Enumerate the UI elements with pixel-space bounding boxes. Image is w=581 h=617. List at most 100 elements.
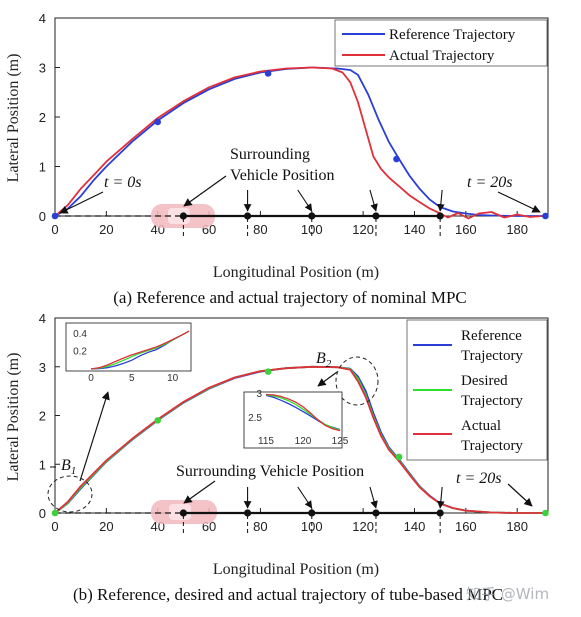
y-tick-label: 2: [39, 409, 46, 424]
inset-b2-content: 115 120 125 2.5 3: [248, 389, 349, 447]
y-tick-label: 4: [39, 11, 46, 26]
panel-b-b2-subscript: 2: [326, 358, 332, 370]
panel-b-y-axis-label: Lateral Position (m): [5, 353, 22, 482]
panel-b-legend-ref-label-1: Reference: [461, 328, 522, 344]
panel-a-t-start-label: t = 0s: [104, 174, 141, 191]
x-tick-label: 160: [455, 519, 477, 534]
x-tick-label: 160: [455, 222, 477, 237]
waypoint-marker: [264, 368, 272, 375]
y-tick-label: 0: [39, 209, 46, 224]
panel-b-b1-letter: B: [61, 457, 71, 474]
waypoint-marker: [264, 70, 272, 77]
x-tick-label: 0: [51, 222, 58, 237]
surrounding-vehicle-marker: [436, 509, 444, 517]
panel-a-legend: Reference Trajectory Actual Trajectory: [334, 19, 548, 67]
panel-a-caption: (a) Reference and actual trajectory of n…: [113, 288, 467, 307]
surrounding-vehicle-marker: [372, 212, 380, 220]
y-tick-label: 1: [39, 457, 46, 472]
panel-b-b1-subscript: 1: [71, 465, 77, 477]
panel-b-surrounding-arrow: [183, 480, 216, 504]
panel-a-surrounding-arrow: [183, 175, 227, 207]
inset-x-tick-label: 125: [332, 436, 349, 447]
x-tick-label: 20: [99, 519, 113, 534]
x-tick-label: 120: [352, 519, 374, 534]
x-tick-label: 180: [506, 222, 528, 237]
waypoint-marker: [393, 155, 400, 163]
x-tick-label: 140: [404, 222, 426, 237]
vehicle-annotation-arrow: [369, 486, 378, 509]
x-tick-label: 120: [352, 222, 374, 237]
inset-y-tick-label: 3: [256, 389, 262, 400]
panel-a-series: [54, 66, 548, 220]
x-tick-label: 0: [51, 519, 58, 534]
panel-b-vehicle-path: [55, 486, 445, 536]
panel-b-legend: Reference Trajectory Desired Trajectory …: [406, 319, 548, 461]
inset-trajectory-line: [265, 393, 341, 432]
panel-b-zoom-ellipse-b2: [335, 356, 379, 406]
panel-a-vehicle-path: [55, 189, 445, 239]
panel-a-surrounding-label-1: Surrounding: [230, 146, 310, 163]
surrounding-vehicle-marker: [179, 509, 187, 517]
inset-y-tick-label: 0.2: [73, 346, 87, 357]
inset-b1-content: 0 5 10 0.2 0.4: [73, 329, 190, 384]
panel-b-annotations: B1 B2 Surrounding Vehicle Position t = 2…: [50, 350, 533, 507]
panel-a-t-end-label: t = 20s: [467, 174, 512, 191]
vehicle-annotation-arrow: [369, 189, 378, 212]
panel-b-legend-act-label-2: Trajectory: [461, 438, 523, 454]
y-tick-label: 2: [39, 110, 46, 125]
surrounding-vehicle-marker: [308, 509, 316, 517]
inset-trajectory-line: [90, 330, 190, 370]
y-tick-label: 3: [39, 61, 46, 76]
panel-a-t-end-arrow: [497, 191, 541, 213]
vehicle-annotation-arrow: [436, 486, 445, 509]
vehicle-annotation-arrow: [297, 189, 313, 212]
vehicle-annotation-arrow: [297, 486, 313, 509]
panel-a-surrounding-label-2: Vehicle Position: [230, 167, 334, 184]
waypoint-marker: [154, 417, 162, 424]
inset-y-tick-label: 0.4: [73, 329, 87, 340]
y-tick-label: 1: [39, 160, 46, 175]
x-tick-label: 20: [99, 222, 113, 237]
trajectory-line: [54, 66, 548, 217]
panel-a-x-axis-label: Longitudinal Position (m): [213, 264, 379, 281]
panel-a-legend-act-label: Actual Trajectory: [389, 48, 495, 64]
waypoint-marker: [542, 509, 549, 517]
inset-x-tick-label: 0: [88, 373, 94, 384]
waypoint-marker: [395, 453, 403, 461]
x-tick-label: 80: [253, 222, 267, 237]
panel-a-legend-box: [334, 19, 548, 67]
inset-x-tick-label: 10: [167, 373, 179, 384]
inset-x-tick-label: 115: [258, 436, 274, 447]
panel-b-b2-letter: B: [316, 350, 326, 367]
inset-b1-pointer: [79, 391, 110, 482]
x-tick-label: 180: [506, 519, 528, 534]
waypoint-marker: [51, 509, 59, 517]
x-tick-label: 100: [301, 222, 323, 237]
panel-b-legend-des-label-2: Trajectory: [461, 393, 523, 409]
trajectory-line: [54, 66, 543, 220]
surrounding-vehicle-marker: [308, 212, 316, 220]
panel-b-t-end-label: t = 20s: [456, 470, 501, 487]
y-tick-label: 0: [39, 506, 46, 521]
waypoint-marker: [542, 212, 549, 220]
y-tick-label: 3: [39, 360, 46, 375]
inset-y-tick-label: 2.5: [248, 413, 262, 424]
panel-a-legend-ref-label: Reference Trajectory: [389, 27, 516, 43]
surrounding-vehicle-marker: [243, 212, 252, 220]
inset-trajectory-line: [265, 394, 341, 431]
x-tick-label: 140: [404, 519, 426, 534]
panel-b-t-end-arrow: [507, 483, 533, 507]
waypoint-marker: [51, 212, 59, 220]
panel-b-inset-b2: 115 120 125 2.5 3: [243, 389, 349, 449]
waypoint-marker: [154, 118, 162, 126]
surrounding-vehicle-marker: [179, 212, 187, 220]
panel-b-legend-des-label-1: Desired: [461, 373, 508, 389]
panel-b-legend-act-label-1: Actual: [461, 418, 501, 434]
panel-a-t-start-arrow: [59, 191, 104, 214]
panel-b-caption: (b) Reference, desired and actual trajec…: [73, 585, 503, 604]
